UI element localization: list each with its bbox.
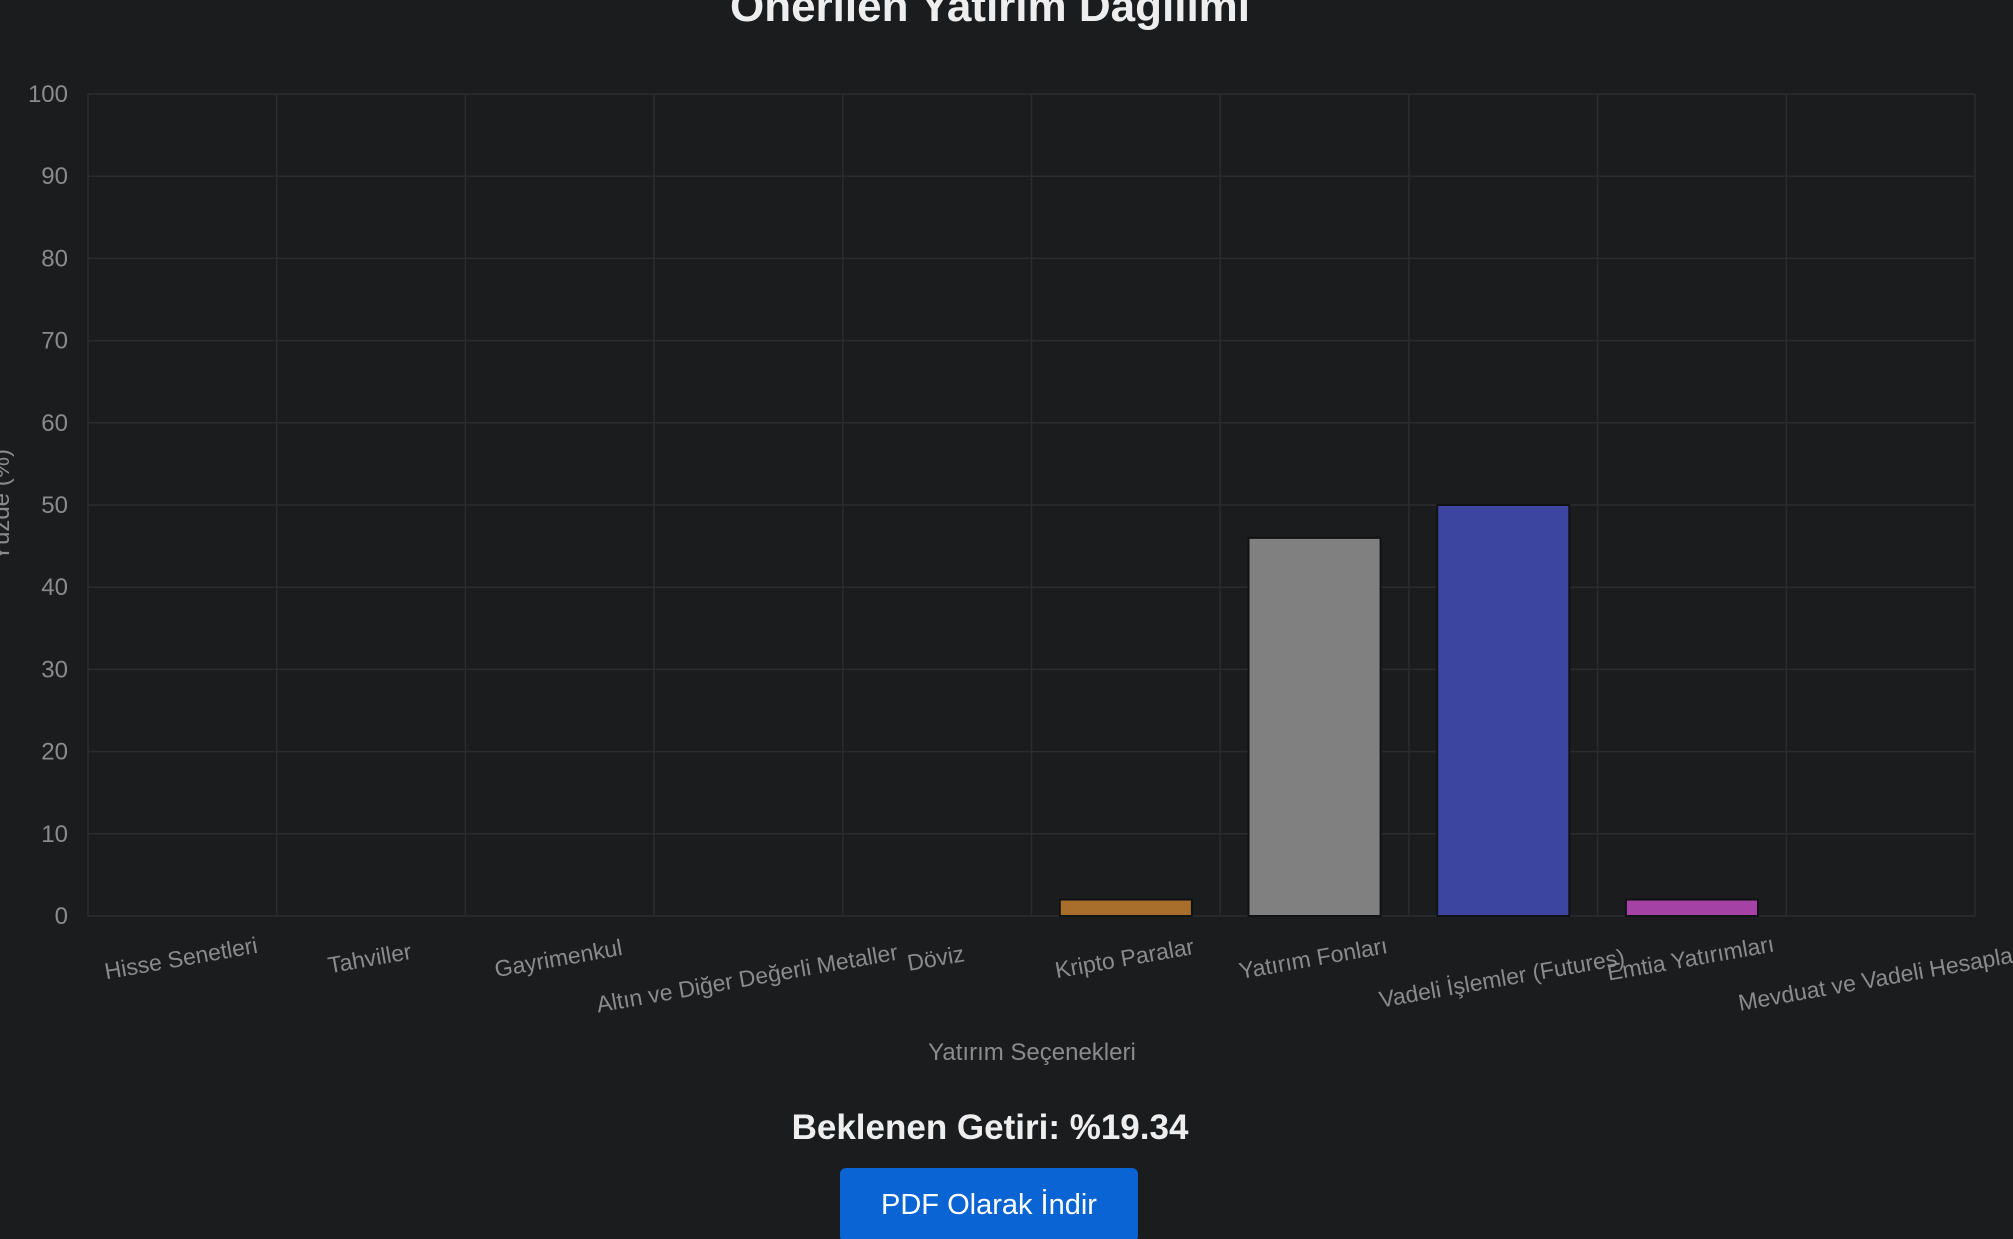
x-tick-label: Altın ve Diğer Değerli Metaller — [594, 939, 900, 1018]
y-axis-title: Yüzde (%) — [0, 449, 15, 561]
grid-lines — [87, 93, 1976, 917]
y-tick-label: 80 — [41, 245, 68, 272]
x-tick-label: Tahviller — [326, 938, 414, 978]
page-title: Önerilen Yatırım Dağılımı — [729, 0, 1251, 31]
x-tick-label: Vadeli İşlemler (Futures) — [1377, 944, 1627, 1013]
expected-return: Beklenen Getiri: %19.34 — [791, 1108, 1189, 1147]
y-tick-label: 10 — [41, 821, 68, 848]
y-tick-label: 0 — [55, 903, 68, 930]
y-tick-label: 20 — [41, 739, 68, 766]
y-tick-label: 100 — [28, 81, 68, 108]
y-tick-label: 70 — [41, 328, 68, 355]
download-pdf-button[interactable]: PDF Olarak İndir — [840, 1168, 1138, 1239]
y-tick-label: 30 — [41, 656, 68, 683]
bar-7 — [1247, 536, 1382, 917]
y-tick-label: 60 — [41, 410, 68, 437]
x-tick-label: Kripto Paralar — [1053, 933, 1196, 983]
x-tick-label: Mevduat ve Vadeli Hesaplar — [1736, 940, 2013, 1015]
x-tick-label: Döviz — [905, 940, 966, 976]
bar-6 — [1058, 898, 1193, 917]
bar-9 — [1624, 898, 1759, 917]
x-tick-label: Yatırım Fonları — [1237, 932, 1390, 984]
x-tick-label: Gayrimenkul — [493, 934, 625, 982]
y-tick-label: 50 — [41, 492, 68, 519]
x-tick-label: Emtia Yatırımları — [1605, 931, 1776, 986]
bar-chart: Yüzde (%) Yatırım Seçenekleri 0 10 20 30 40 5… — [0, 81, 2013, 1066]
x-axis-title: Yatırım Seçenekleri — [928, 1039, 1136, 1066]
y-tick-label: 90 — [41, 163, 68, 190]
bar-8 — [1436, 504, 1571, 917]
y-tick-label: 40 — [41, 574, 68, 601]
x-tick-label: Hisse Senetleri — [103, 932, 260, 984]
